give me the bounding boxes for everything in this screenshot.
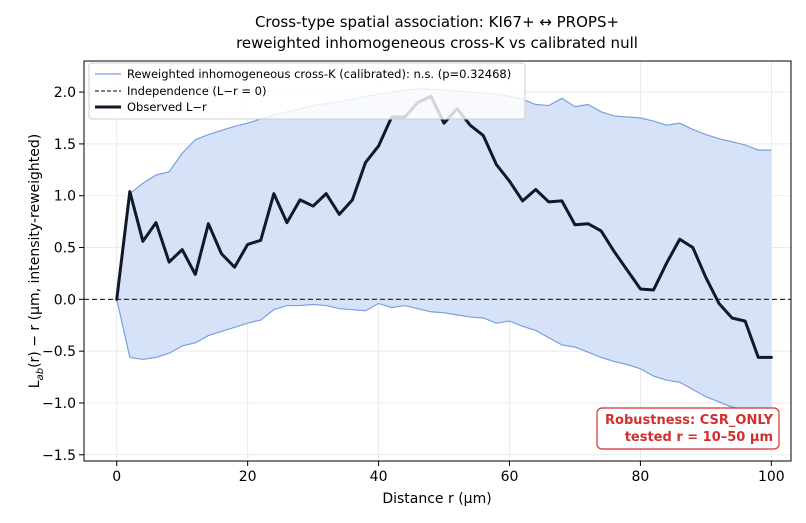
- x-tick-label: 40: [370, 469, 388, 485]
- observed-line: [115, 94, 773, 359]
- legend-label-envelope: Reweighted inhomogeneous cross-K (calibr…: [127, 67, 511, 81]
- legend-label-observed: Observed L−r: [127, 100, 207, 114]
- chart-title: Cross-type spatial association: KI67+ ↔ …: [255, 13, 619, 31]
- legend-box: [88, 62, 526, 120]
- y-tick-label: −0.5: [42, 344, 76, 360]
- x-tick-label: 20: [239, 469, 257, 485]
- x-tick-label: 80: [632, 469, 650, 485]
- y-tick-label: 0.0: [54, 292, 76, 308]
- tick-layer: 0 20 40 60 80 100 −1.5 −1.0 −0.5 0.0 0.5 1.0 1.5 2.0: [42, 85, 785, 485]
- y-tick-label: 1.0: [54, 189, 76, 205]
- y-axis-title: Lab(r) − r (μm, intensity-reweighted): [27, 134, 46, 388]
- y-tick-label: 1.5: [54, 137, 76, 153]
- y-axis-title-prefix: L: [27, 380, 43, 388]
- x-axis-title: Distance r (μm): [382, 491, 491, 507]
- y-tick-label: 0.5: [54, 241, 76, 257]
- robustness-line-1: Robustness: CSR_ONLY: [605, 413, 774, 428]
- legend-label-independence: Independence (L−r = 0): [127, 84, 266, 98]
- y-axis-title-suffix: (r) − r (μm, intensity-reweighted): [27, 134, 43, 368]
- y-tick-label: 2.0: [54, 85, 76, 101]
- y-tick-label: −1.5: [42, 448, 76, 464]
- robustness-annotation: Robustness: CSR_ONLY tested r = 10–50 μm: [596, 407, 780, 450]
- robustness-line-2: tested r = 10–50 μm: [625, 430, 773, 445]
- observed-layer: [115, 94, 773, 359]
- x-tick-label: 100: [758, 469, 785, 485]
- x-tick-label: 0: [112, 469, 121, 485]
- envelope-lower-line: [116, 299, 772, 414]
- y-tick-label: −1.0: [42, 396, 76, 412]
- plot-frame: [83, 60, 792, 462]
- robustness-box: [596, 407, 780, 450]
- chart-subtitle: reweighted inhomogeneous cross-K vs cali…: [236, 34, 638, 52]
- envelope-band: [116, 88, 772, 414]
- x-tick-label: 60: [501, 469, 519, 485]
- y-axis-title-subscript: ab: [35, 368, 46, 380]
- legend: Reweighted inhomogeneous cross-K (calibr…: [88, 62, 526, 120]
